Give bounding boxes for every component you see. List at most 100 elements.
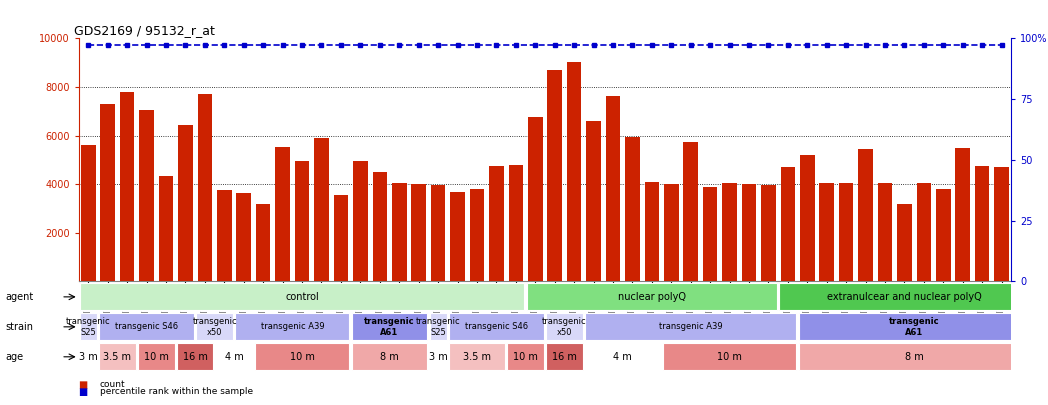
Bar: [878, 183, 892, 281]
Text: 8 m: 8 m: [904, 352, 923, 362]
Bar: [430, 343, 446, 370]
Bar: [237, 193, 252, 281]
Bar: [995, 167, 1009, 281]
Bar: [800, 155, 814, 281]
Text: 10 m: 10 m: [717, 352, 742, 362]
Bar: [742, 184, 757, 281]
Text: transgenic
x50: transgenic x50: [542, 317, 587, 337]
Bar: [177, 343, 214, 370]
Text: transgenic S46: transgenic S46: [115, 322, 178, 331]
Bar: [936, 189, 951, 281]
Text: 16 m: 16 m: [182, 352, 208, 362]
Bar: [216, 343, 253, 370]
Bar: [294, 161, 309, 281]
Text: 10 m: 10 m: [289, 352, 314, 362]
Text: transgenic S46: transgenic S46: [465, 322, 528, 331]
Bar: [392, 183, 407, 281]
Text: 4 m: 4 m: [224, 352, 243, 362]
Bar: [820, 183, 834, 281]
Bar: [100, 343, 136, 370]
Bar: [585, 343, 660, 370]
Text: 16 m: 16 m: [552, 352, 576, 362]
Bar: [256, 204, 270, 281]
Bar: [372, 172, 387, 281]
Bar: [585, 313, 796, 340]
Bar: [781, 167, 795, 281]
Bar: [100, 313, 194, 340]
Bar: [198, 94, 212, 281]
Bar: [645, 182, 659, 281]
Text: extranulcear and nuclear polyQ: extranulcear and nuclear polyQ: [827, 292, 982, 302]
Bar: [858, 149, 873, 281]
Text: ■: ■: [79, 380, 88, 390]
Bar: [235, 313, 349, 340]
Bar: [412, 184, 425, 281]
Bar: [353, 161, 368, 281]
Bar: [449, 343, 505, 370]
Bar: [567, 62, 582, 281]
Bar: [178, 125, 193, 281]
Bar: [528, 117, 543, 281]
Bar: [80, 284, 524, 310]
Text: transgenic
A61: transgenic A61: [365, 317, 415, 337]
Bar: [586, 121, 601, 281]
Bar: [547, 70, 562, 281]
Bar: [664, 184, 678, 281]
Bar: [799, 313, 1029, 340]
Text: nuclear polyQ: nuclear polyQ: [618, 292, 685, 302]
Text: transgenic
A61: transgenic A61: [889, 317, 939, 337]
Text: 3.5 m: 3.5 m: [104, 352, 131, 362]
Bar: [80, 343, 96, 370]
Bar: [449, 313, 544, 340]
Bar: [255, 343, 349, 370]
Bar: [451, 192, 465, 281]
Bar: [217, 190, 232, 281]
Bar: [897, 204, 912, 281]
Text: control: control: [285, 292, 319, 302]
Text: ■: ■: [79, 387, 88, 396]
Bar: [158, 176, 173, 281]
Bar: [352, 343, 428, 370]
Bar: [606, 96, 620, 281]
Bar: [431, 185, 445, 281]
Text: GDS2169 / 95132_r_at: GDS2169 / 95132_r_at: [74, 24, 215, 37]
Text: 4 m: 4 m: [613, 352, 632, 362]
Bar: [80, 313, 96, 340]
Bar: [761, 185, 776, 281]
Bar: [838, 183, 853, 281]
Bar: [780, 284, 1029, 310]
Text: 8 m: 8 m: [380, 352, 399, 362]
Text: strain: strain: [5, 322, 34, 332]
Bar: [956, 148, 970, 281]
Bar: [139, 110, 154, 281]
Bar: [81, 145, 95, 281]
Bar: [508, 165, 523, 281]
Bar: [625, 137, 639, 281]
Bar: [507, 343, 544, 370]
Bar: [119, 92, 134, 281]
Bar: [917, 183, 932, 281]
Text: 10 m: 10 m: [514, 352, 538, 362]
Bar: [138, 343, 175, 370]
Text: transgenic
x50: transgenic x50: [193, 317, 237, 337]
Bar: [196, 313, 233, 340]
Text: 10 m: 10 m: [144, 352, 169, 362]
Text: transgenic A39: transgenic A39: [659, 322, 722, 331]
Text: 3 m: 3 m: [79, 352, 97, 362]
Bar: [683, 142, 698, 281]
Bar: [546, 343, 583, 370]
Bar: [314, 138, 329, 281]
Bar: [489, 166, 504, 281]
Bar: [333, 195, 348, 281]
Text: transgenic
S25: transgenic S25: [66, 317, 111, 337]
Text: 3 m: 3 m: [429, 352, 447, 362]
Bar: [101, 104, 115, 281]
Bar: [470, 189, 484, 281]
Text: transgenic A39: transgenic A39: [261, 322, 324, 331]
Text: age: age: [5, 352, 23, 362]
Bar: [662, 343, 796, 370]
Bar: [352, 313, 428, 340]
Text: percentile rank within the sample: percentile rank within the sample: [100, 387, 253, 396]
Text: 3.5 m: 3.5 m: [463, 352, 490, 362]
Bar: [430, 313, 446, 340]
